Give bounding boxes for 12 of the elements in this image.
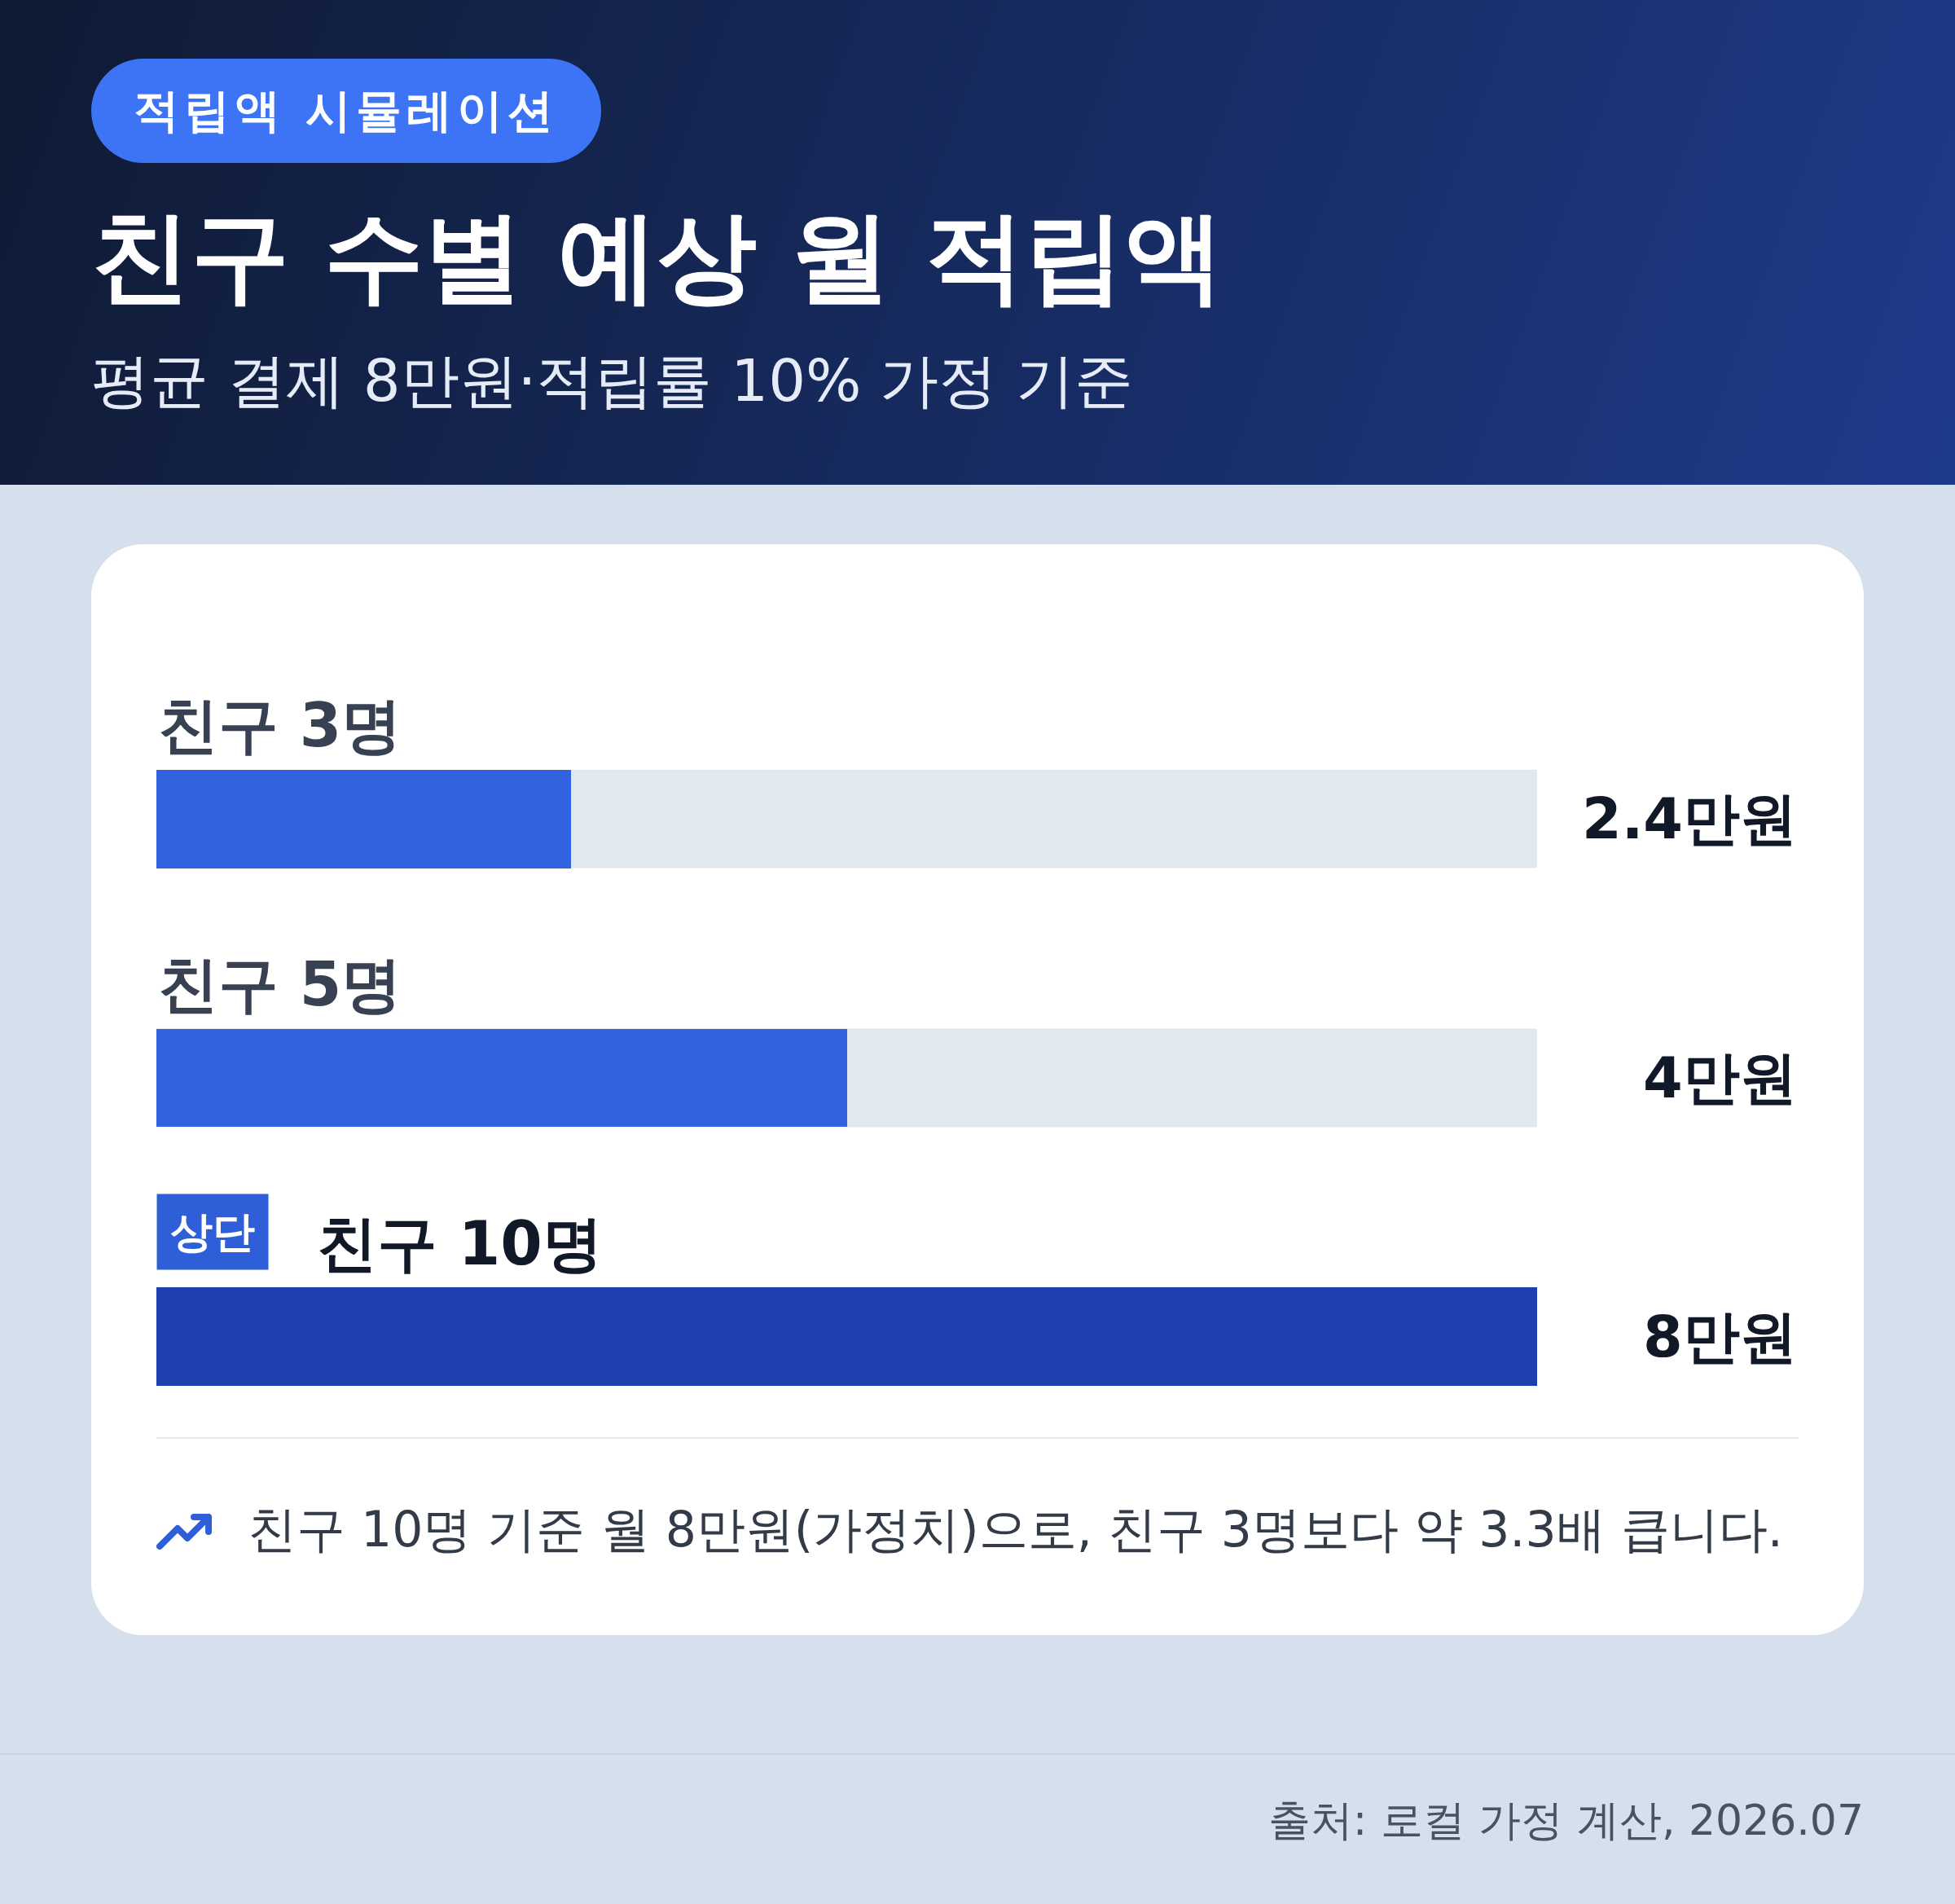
annotation: 상단 — [170, 1207, 255, 1256]
chart-subtitle: 평균 결제 8만원·적립률 10% 가정 기준 — [91, 345, 1134, 416]
data-label: 4만원 — [1643, 1044, 1797, 1111]
y-tick-label: 친구 5명 — [158, 949, 402, 1019]
text: 친구 10명 기준 월 8만원(가정치)으로, 친구 3명보다 약 3.3배 큽니다. — [248, 1500, 1783, 1559]
y-tick-label: 친구 3명 — [158, 690, 402, 760]
y-tick-label: 친구 10명 — [317, 1208, 603, 1278]
data-label: 8만원 — [1643, 1304, 1797, 1370]
chart-title: 친구 수별 예상 월 적립액 — [91, 198, 1224, 316]
data-label: 2.4만원 — [1582, 785, 1798, 852]
source-note: 출처: 로컬 가정 계산, 2026.07 — [1267, 1795, 1864, 1846]
text: 적립액 시뮬레이션 — [91, 59, 601, 163]
